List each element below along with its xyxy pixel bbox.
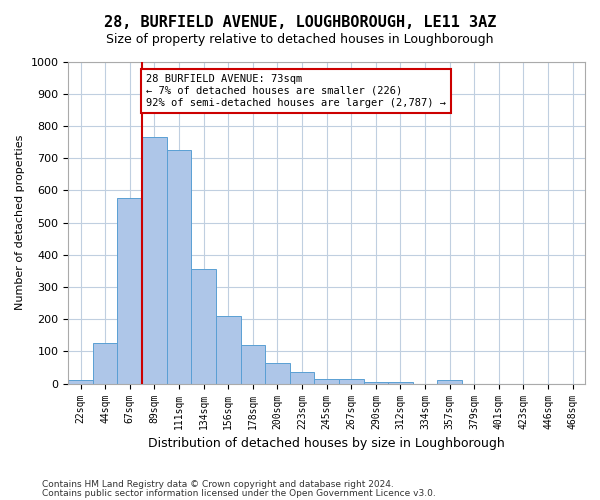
Text: Contains HM Land Registry data © Crown copyright and database right 2024.: Contains HM Land Registry data © Crown c… <box>42 480 394 489</box>
Bar <box>68 380 93 384</box>
Text: Contains public sector information licensed under the Open Government Licence v3: Contains public sector information licen… <box>42 489 436 498</box>
Bar <box>314 379 339 384</box>
Bar <box>167 150 191 384</box>
Bar <box>216 316 241 384</box>
Bar <box>339 379 364 384</box>
Bar <box>93 344 118 384</box>
Bar <box>437 380 462 384</box>
Bar <box>364 382 388 384</box>
Text: 28, BURFIELD AVENUE, LOUGHBOROUGH, LE11 3AZ: 28, BURFIELD AVENUE, LOUGHBOROUGH, LE11 … <box>104 15 496 30</box>
Bar <box>191 270 216 384</box>
Text: Size of property relative to detached houses in Loughborough: Size of property relative to detached ho… <box>106 32 494 46</box>
Bar <box>388 382 413 384</box>
Bar <box>118 198 142 384</box>
Text: 28 BURFIELD AVENUE: 73sqm
← 7% of detached houses are smaller (226)
92% of semi-: 28 BURFIELD AVENUE: 73sqm ← 7% of detach… <box>146 74 446 108</box>
Bar <box>265 363 290 384</box>
Bar <box>290 372 314 384</box>
X-axis label: Distribution of detached houses by size in Loughborough: Distribution of detached houses by size … <box>148 437 505 450</box>
Bar <box>241 345 265 384</box>
Bar <box>142 137 167 384</box>
Y-axis label: Number of detached properties: Number of detached properties <box>15 135 25 310</box>
